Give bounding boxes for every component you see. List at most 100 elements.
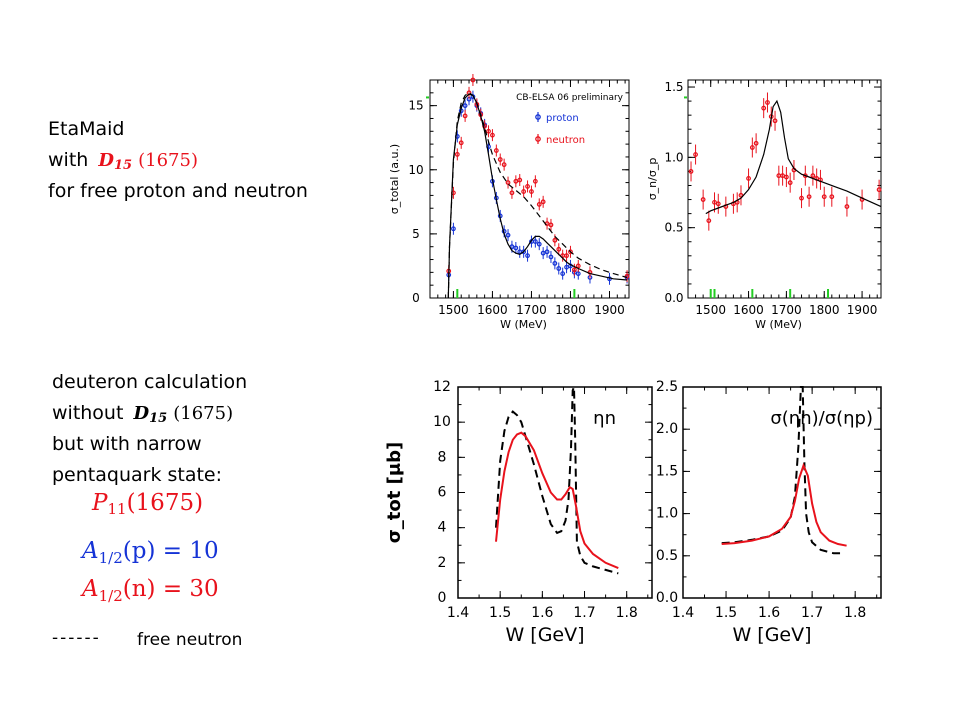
data-point xyxy=(746,176,751,181)
p11-state: P11(1675) xyxy=(92,490,203,518)
d15-letter-2: D xyxy=(133,403,150,424)
data-point xyxy=(490,132,495,138)
d15-sub: 15 xyxy=(113,158,133,173)
data-point xyxy=(536,201,542,207)
a-n-rest: (n) = 30 xyxy=(122,576,219,602)
x-axis-label: W (MeV) xyxy=(500,318,547,331)
data-point xyxy=(753,140,759,146)
narrow-label: but with narrow xyxy=(52,433,202,455)
y-tick-label: 15 xyxy=(408,99,423,113)
x-axis-label: W (MeV) xyxy=(755,318,802,331)
y-tick-label: 0 xyxy=(412,291,420,305)
data-point xyxy=(517,177,523,183)
data-point xyxy=(715,201,721,207)
y-tick-label: 1.0 xyxy=(656,506,678,522)
data-point xyxy=(783,174,789,180)
data-point xyxy=(486,128,491,134)
y-tick-label: 2.5 xyxy=(656,379,678,395)
plot-frame xyxy=(687,79,882,299)
chart-title: CB-ELSA 06 preliminary xyxy=(516,93,624,103)
deuteron-ratio-chart: 1.4 1.5 1.6 1.7 1.8 0.0 0.5 1.0 1.5 2.0 2.5 W [GeV]… xyxy=(656,379,882,646)
data-point xyxy=(521,249,527,255)
y-tick-label: 1.0 xyxy=(664,150,683,164)
x-tick-label: 1900 xyxy=(847,303,878,317)
with-word: with xyxy=(48,149,89,171)
data-point xyxy=(564,264,569,270)
data-point xyxy=(513,178,519,184)
x-tick-label: 1700 xyxy=(771,303,802,317)
x-tick-label: 1600 xyxy=(733,303,764,317)
etamaid-label: EtaMaid xyxy=(48,118,125,140)
data-point xyxy=(552,237,558,243)
data-point xyxy=(497,157,503,162)
with-line: with D15 (1675) xyxy=(48,149,198,173)
data-point xyxy=(772,118,778,124)
data-point xyxy=(799,195,804,201)
a-p-sub: 1/2 xyxy=(98,549,123,567)
y-axis-label: σ_total (a.u.) xyxy=(388,144,401,214)
data-point xyxy=(509,190,515,196)
a-n-base: A xyxy=(82,576,99,602)
data-point xyxy=(693,152,698,157)
x-tick-label: 1600 xyxy=(477,303,508,317)
data-point xyxy=(624,273,630,279)
d15-state-2: D15 xyxy=(133,403,167,426)
data-point xyxy=(532,178,538,184)
y-tick-label: 5 xyxy=(412,227,420,241)
data-point xyxy=(493,148,499,153)
y-tick-label: 1.5 xyxy=(664,80,683,94)
y-tick-label: 6 xyxy=(438,485,447,501)
chart-title: σ(ηn)/σ(ηp) xyxy=(770,408,873,429)
data-point xyxy=(876,187,882,193)
data-point xyxy=(706,218,712,224)
data-point xyxy=(451,226,456,232)
data-point xyxy=(712,199,717,205)
data-point xyxy=(700,197,706,202)
y-tick-label: 0 xyxy=(438,590,447,606)
series-line xyxy=(705,99,882,215)
deuteron-calc-label: deuteron calculation xyxy=(52,371,248,393)
x-tick-label: 1800 xyxy=(809,303,840,317)
data-point xyxy=(780,173,786,179)
x-axis-label: W [GeV] xyxy=(732,624,811,646)
y-tick-label: 0.5 xyxy=(656,548,678,564)
data-point xyxy=(540,250,546,256)
data-point xyxy=(765,100,770,105)
data-point xyxy=(525,184,530,189)
y-tick-label: 0.0 xyxy=(656,590,678,606)
d15-letter: D xyxy=(98,150,114,171)
x-tick-label: 1.5 xyxy=(715,605,737,621)
chart-title: ηn xyxy=(593,408,616,429)
y-tick-label: 0.0 xyxy=(664,291,683,305)
data-point xyxy=(521,189,527,194)
x-tick-label: 1.6 xyxy=(758,605,780,621)
data-point xyxy=(821,194,827,200)
data-point xyxy=(462,103,468,109)
x-tick-label: 1800 xyxy=(555,303,586,317)
data-point xyxy=(505,232,511,238)
x-tick-label: 1.8 xyxy=(616,605,638,621)
data-point xyxy=(787,180,793,186)
data-point xyxy=(552,260,558,266)
plot-frame xyxy=(429,79,630,299)
free-proton-neutron-label: for free proton and neutron xyxy=(48,180,308,202)
x-tick-label: 1.7 xyxy=(573,605,595,621)
data-point xyxy=(532,239,538,244)
series-line xyxy=(447,92,628,299)
y-tick-label: 2 xyxy=(438,555,447,571)
x-tick-label: 1.7 xyxy=(801,605,823,621)
y-tick-label: 0.5 xyxy=(664,221,683,235)
y-tick-label: 2.0 xyxy=(656,421,678,437)
x-tick-label: 1.8 xyxy=(844,605,866,621)
y-tick-label: 8 xyxy=(438,449,447,465)
data-point xyxy=(556,246,562,252)
data-point xyxy=(810,173,816,179)
data-point xyxy=(556,266,562,271)
a-p-base: A xyxy=(82,538,99,564)
p11-letter: P xyxy=(92,490,108,516)
data-point xyxy=(540,199,546,205)
data-point xyxy=(564,253,569,259)
data-point xyxy=(688,169,694,174)
data-point xyxy=(548,222,554,228)
